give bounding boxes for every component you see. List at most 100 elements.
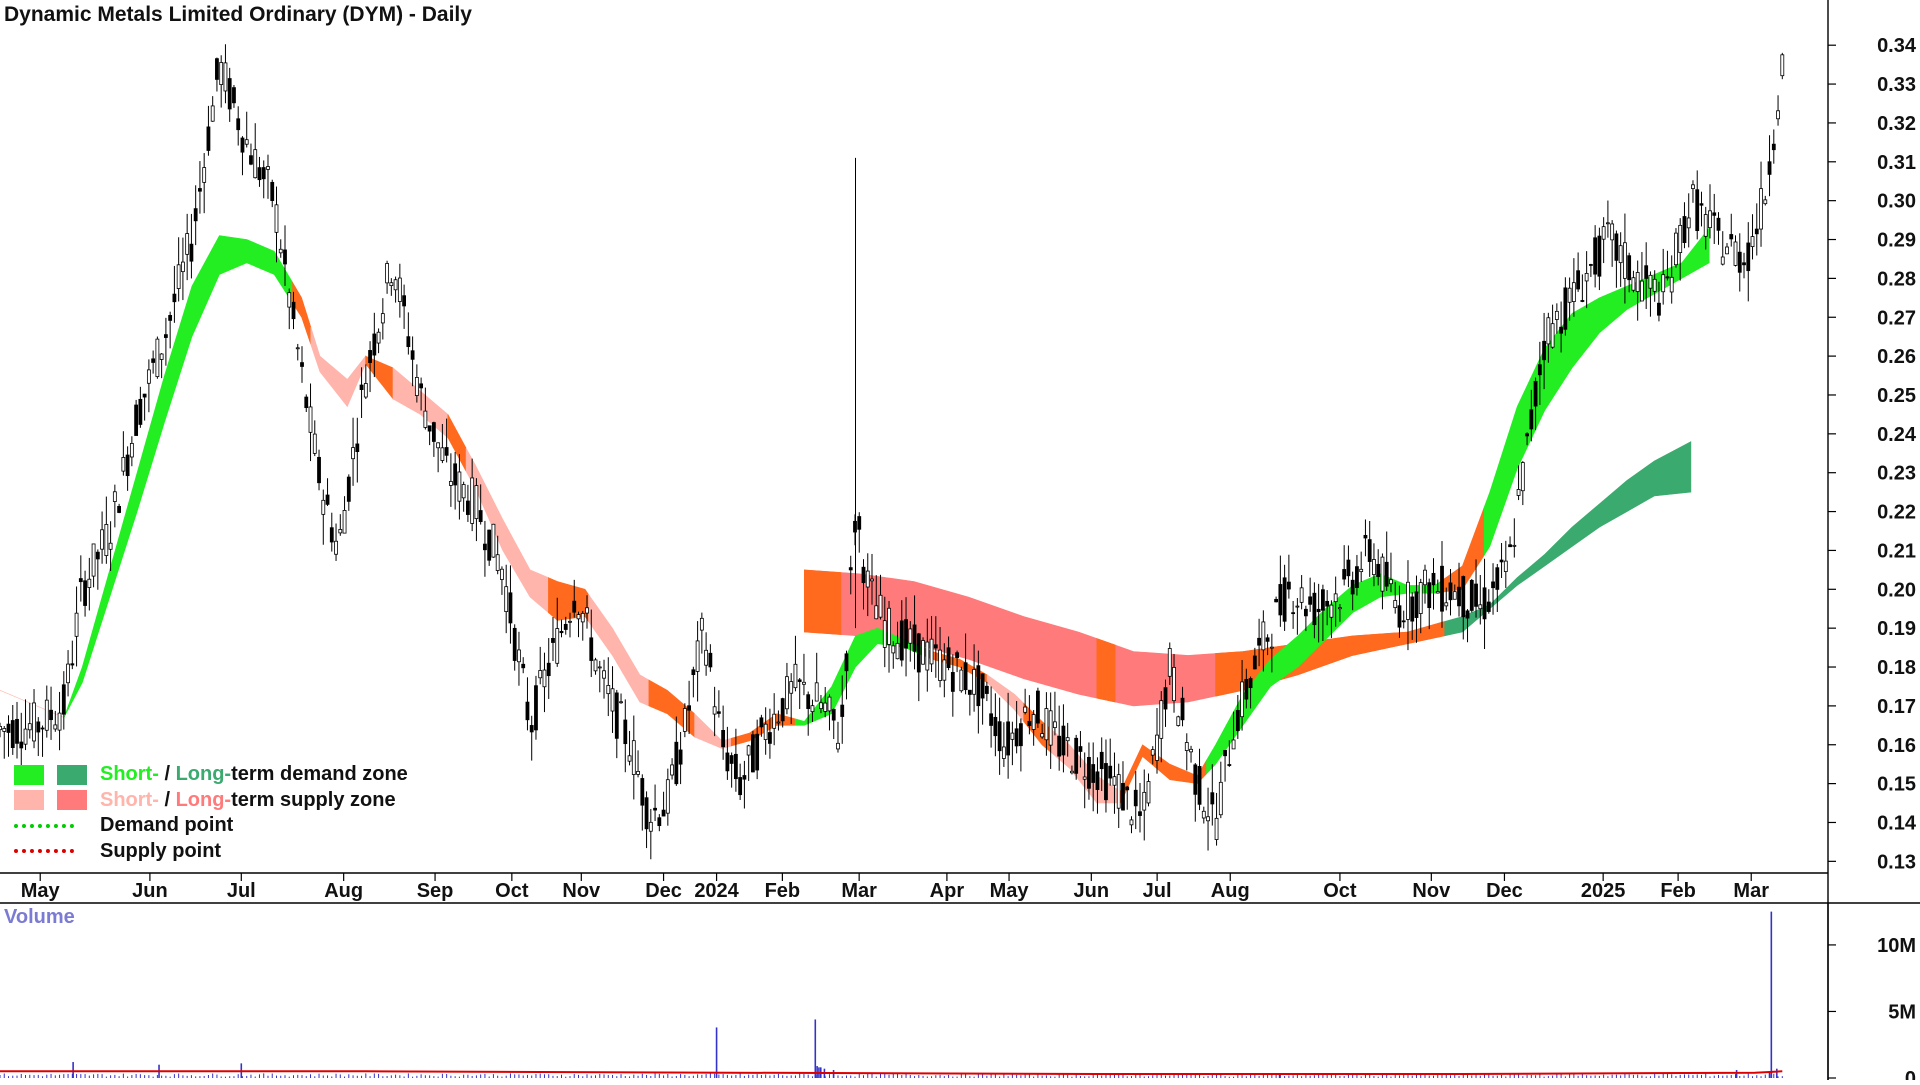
candle-up	[27, 723, 32, 731]
candle-down	[1248, 678, 1253, 689]
candle-down	[1542, 340, 1546, 361]
candle-down	[1125, 786, 1130, 791]
candle-down	[904, 619, 908, 649]
candle-up	[1176, 716, 1181, 726]
candle-down	[1469, 579, 1474, 611]
legend-swatch-long-supply	[57, 790, 87, 811]
candle-down	[368, 350, 372, 363]
candle-down	[291, 301, 296, 320]
demand-point-line-icon	[14, 823, 74, 828]
x-axis-tick-label: 2025	[1581, 880, 1626, 902]
candle-down	[1291, 612, 1296, 615]
candle-down	[1729, 234, 1734, 240]
candle-up	[1040, 733, 1045, 738]
candle-down	[1576, 270, 1581, 290]
candle-down	[1712, 212, 1717, 216]
candle-down	[950, 672, 955, 692]
candle-up	[1380, 556, 1385, 592]
price-y-tick-label: 0.20	[1877, 579, 1916, 601]
candle-up	[308, 406, 313, 433]
candle-up	[1269, 646, 1274, 649]
candle-up	[436, 442, 441, 449]
candle-down	[1325, 600, 1330, 607]
candle-down	[980, 673, 985, 699]
candle-up	[1776, 110, 1780, 120]
candle-down	[1303, 608, 1308, 617]
candle-down	[70, 663, 75, 666]
candle-up	[334, 540, 338, 555]
candle-up	[181, 261, 185, 273]
candle-down	[193, 208, 198, 222]
candle-up	[1652, 278, 1657, 292]
legend-supply-long-text: Long-	[175, 788, 232, 811]
legend-demand-suffix: term demand zone	[231, 763, 408, 786]
price-y-tick-label: 0.24	[1877, 424, 1917, 446]
candle-up	[1780, 54, 1785, 77]
candle-down	[806, 694, 811, 709]
candle-down	[1448, 582, 1453, 601]
candle-up	[185, 233, 190, 255]
candle-up	[159, 353, 164, 360]
candle-up	[1618, 245, 1623, 264]
candle-up	[1571, 282, 1576, 302]
candle-down	[1427, 582, 1432, 609]
x-axis-tick-label: Feb	[1660, 880, 1696, 902]
candle-up	[1478, 604, 1483, 610]
candle-down	[989, 713, 994, 726]
candle-up	[129, 443, 134, 458]
candle-up	[210, 105, 215, 122]
candle-down	[640, 778, 645, 806]
candle-up	[474, 485, 479, 520]
candle-down	[355, 443, 360, 452]
candle-up	[1691, 184, 1695, 189]
candle-up	[1631, 277, 1636, 291]
candle-down	[49, 709, 53, 721]
candle-up	[1418, 582, 1423, 614]
x-axis-tick-label: Apr	[930, 880, 965, 902]
candle-up	[827, 696, 832, 712]
candle-down	[232, 87, 236, 104]
candle-down	[227, 78, 232, 110]
candle-down	[1376, 563, 1381, 578]
candle-down	[1410, 596, 1415, 622]
candle-up	[1435, 591, 1440, 594]
candle-down	[1495, 567, 1500, 590]
candle-down	[19, 741, 24, 749]
candle-down	[61, 684, 66, 715]
candle-down	[1461, 576, 1466, 618]
candle-down	[151, 358, 156, 363]
candle-down	[678, 749, 683, 765]
candle-up	[1423, 569, 1427, 586]
candle-up	[619, 701, 623, 704]
candle-up	[57, 712, 62, 731]
candle-up	[610, 688, 615, 712]
candle-up	[1048, 710, 1053, 746]
candle-down	[1099, 751, 1104, 770]
candle-down	[1308, 596, 1313, 605]
candle-up	[1167, 648, 1172, 677]
candle-down	[1087, 756, 1091, 789]
candle-down	[946, 647, 951, 668]
candle-up	[746, 745, 751, 756]
legend-demand-sep: /	[158, 763, 176, 786]
candle-down	[83, 580, 87, 606]
candle-up	[959, 669, 964, 692]
candle-down	[1274, 598, 1279, 603]
candle-up	[74, 612, 79, 637]
candle-up	[810, 705, 815, 713]
candle-down	[1627, 255, 1632, 281]
candle-down	[1597, 235, 1602, 277]
candle-down	[563, 623, 568, 630]
candle-down	[1227, 764, 1232, 766]
candle-up	[627, 755, 632, 762]
candle-down	[257, 167, 262, 181]
candle-down	[1091, 764, 1096, 783]
candle-down	[644, 797, 649, 830]
price-y-tick-label: 0.31	[1877, 152, 1916, 174]
candle-up	[287, 292, 292, 308]
volume-average-line	[0, 1070, 1783, 1075]
candle-up	[219, 62, 224, 85]
candle-up	[1142, 791, 1147, 811]
candle-down	[300, 362, 304, 367]
